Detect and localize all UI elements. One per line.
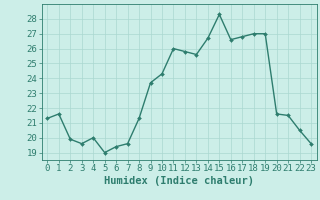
X-axis label: Humidex (Indice chaleur): Humidex (Indice chaleur) (104, 176, 254, 186)
